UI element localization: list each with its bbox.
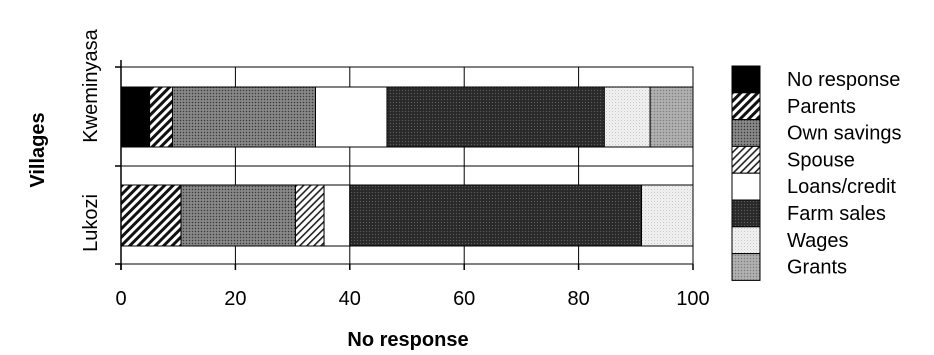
legend-swatch xyxy=(731,226,761,255)
x-tick-label: 0 xyxy=(115,288,126,310)
x-tick-label: 80 xyxy=(567,288,589,310)
bar-segment xyxy=(294,184,325,247)
bar-segment xyxy=(120,184,182,247)
x-axis-title: No response xyxy=(347,329,468,351)
legend-label: Spouse xyxy=(787,149,855,171)
background-strip xyxy=(120,245,694,265)
bar-segment xyxy=(171,86,316,148)
background-strip xyxy=(120,146,694,167)
x-tick-label: 20 xyxy=(224,288,246,310)
x-tick-label: 100 xyxy=(676,288,709,310)
x-axis: 0 20 40 60 80 100 xyxy=(115,60,710,310)
legend-label: Grants xyxy=(787,257,847,279)
bar-segment xyxy=(386,86,605,148)
bar-segment xyxy=(149,86,173,148)
legend-label: Farm sales xyxy=(787,203,886,225)
bar-segment xyxy=(641,184,694,247)
bar-segment xyxy=(314,86,388,148)
legend-swatch xyxy=(731,65,761,94)
legend-label: Loans/credit xyxy=(787,176,896,198)
legend: No response Parents Own savings Spouse Loans… xyxy=(731,65,902,281)
legend-swatch xyxy=(731,199,761,228)
legend-swatch xyxy=(731,92,761,121)
plot-area xyxy=(120,66,694,265)
y-axis: Kweminyasa Lukozi xyxy=(80,28,102,251)
x-tick-label: 60 xyxy=(453,288,475,310)
background-strip xyxy=(120,165,694,186)
category-label: Lukozi xyxy=(80,194,102,252)
category-label: Kweminyasa xyxy=(80,28,102,142)
legend-label: Own savings xyxy=(787,123,902,145)
legend-swatch xyxy=(731,119,761,147)
legend-label: No response xyxy=(787,69,900,91)
bar-segment xyxy=(649,86,694,148)
legend-label: Parents xyxy=(787,96,856,118)
legend-label: Wages xyxy=(787,230,849,252)
bar-segment xyxy=(603,86,651,148)
bar-segment xyxy=(323,184,351,247)
background-strip xyxy=(120,66,694,88)
y-axis-title: Villages xyxy=(27,112,49,187)
legend-swatch xyxy=(731,145,761,174)
bar-segment xyxy=(120,86,151,148)
legend-swatch xyxy=(731,172,761,201)
bar-segment xyxy=(349,184,643,247)
legend-swatch xyxy=(731,253,761,281)
x-tick-label: 40 xyxy=(339,288,361,310)
bar-segment xyxy=(180,184,296,247)
